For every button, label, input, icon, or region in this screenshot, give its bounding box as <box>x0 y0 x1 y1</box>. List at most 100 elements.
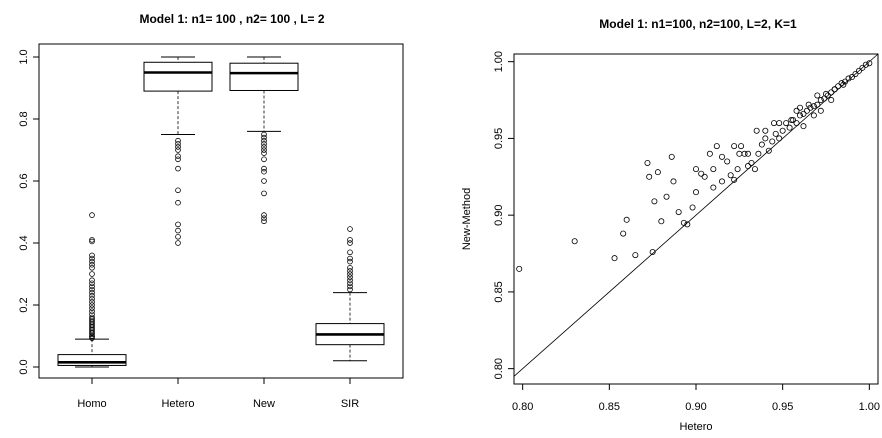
scatter-point <box>855 67 862 74</box>
outlier-point <box>89 302 95 308</box>
scatter-point <box>724 158 731 165</box>
x-tick-label: Hetero <box>161 398 194 410</box>
scatter-point <box>840 81 847 88</box>
outlier-point <box>89 280 95 287</box>
outlier-point <box>89 286 95 293</box>
scatter-point <box>738 143 745 150</box>
scatter-x-axis: 0.80 0.85 0.90 0.95 1.00 <box>512 384 880 413</box>
scatter-point <box>762 135 769 142</box>
y-tick-label: 0.85 <box>493 281 505 302</box>
x-tick-label: New <box>253 398 275 410</box>
scatter-point <box>571 238 578 245</box>
scatter-point <box>663 193 670 200</box>
scatter-point <box>797 112 804 119</box>
scatter-point <box>771 120 778 127</box>
scatter-panel: Model 1: n1=100, n2=100, L=2, K=1 0.800.… <box>461 17 880 433</box>
scatter-point <box>765 147 772 154</box>
scatter-point <box>693 166 700 173</box>
outlier-point <box>175 153 181 160</box>
scatter-y-axis-label: New-Method <box>461 188 473 250</box>
scatter-point <box>817 97 824 104</box>
outlier-point <box>347 277 353 284</box>
y-tick-label: 1.00 <box>493 51 505 72</box>
outlier-point <box>89 258 95 265</box>
scatter-point <box>810 103 817 110</box>
scatter-point <box>805 101 812 108</box>
y-tick-label: 0.2 <box>18 297 30 312</box>
outlier-point <box>89 317 95 324</box>
outlier-point <box>175 137 181 144</box>
x-tick-label: 0.80 <box>512 401 533 413</box>
scatter-point <box>790 117 797 124</box>
scatter-point <box>693 189 700 196</box>
scatter-point <box>755 150 762 157</box>
scatter-point <box>793 107 800 114</box>
outlier-point <box>175 227 181 234</box>
scatter-point <box>845 75 852 82</box>
scatter-point <box>516 265 523 272</box>
outlier-point <box>89 289 95 296</box>
y-tick-label: 0.90 <box>493 204 505 225</box>
outlier-point <box>261 144 267 150</box>
outlier-point <box>175 234 181 240</box>
boxplot-title: Model 1: n1= 100 , n2= 100 , L= 2 <box>139 12 324 26</box>
outlier-point <box>89 283 95 290</box>
scatter-point <box>800 123 807 130</box>
scatter-points <box>516 60 873 272</box>
scatter-point <box>745 150 752 157</box>
outlier-point <box>89 271 95 277</box>
outlier-point <box>89 261 95 268</box>
outlier-point <box>89 255 95 262</box>
scatter-y-axis: 0.80 0.85 0.90 0.95 1.00 <box>493 51 514 379</box>
scatter-point <box>668 153 675 160</box>
x-tick-label: SIR <box>341 398 359 410</box>
scatter-point <box>658 218 665 225</box>
scatter-title: Model 1: n1=100, n2=100, L=2, K=1 <box>599 17 797 31</box>
outlier-point <box>347 286 353 293</box>
scatter-point <box>675 209 682 216</box>
scatter-point <box>680 219 687 226</box>
outlier-point <box>261 134 267 141</box>
scatter-point <box>817 107 824 114</box>
x-tick-label: 1.00 <box>859 401 880 413</box>
scatter-point <box>800 110 807 117</box>
scatter-point <box>758 141 765 148</box>
outlier-point <box>261 165 267 172</box>
y-tick-label: 0.4 <box>18 235 30 250</box>
boxplot-plot-frame <box>38 43 404 379</box>
outlier-point <box>89 295 95 302</box>
outlier-point <box>261 190 267 197</box>
outlier-point <box>347 249 353 256</box>
scatter-point <box>769 138 776 145</box>
scatter-point <box>706 150 713 157</box>
outlier-point <box>175 144 181 150</box>
scatter-point <box>651 198 658 205</box>
outlier-point <box>347 274 353 280</box>
scatter-point <box>803 107 810 114</box>
y-tick-label: 0.8 <box>18 111 30 126</box>
box-hetero <box>143 56 213 246</box>
scatter-point <box>859 64 866 71</box>
outlier-point <box>347 268 353 274</box>
outlier-point <box>347 255 353 262</box>
outlier-point <box>261 150 267 156</box>
scatter-point <box>831 86 838 93</box>
outlier-point <box>89 237 95 243</box>
y-tick-label: 0.0 <box>18 359 30 374</box>
box-homo <box>57 212 127 368</box>
outlier-point <box>261 131 267 138</box>
outlier-point <box>261 156 267 163</box>
scatter-point <box>751 166 758 173</box>
scatter-plot-frame <box>513 53 879 385</box>
outlier-point <box>89 252 95 259</box>
scatter-point <box>776 135 783 142</box>
scatter-point <box>745 163 752 170</box>
outlier-point <box>175 156 181 163</box>
scatter-point <box>649 248 656 255</box>
outlier-point <box>89 308 95 315</box>
scatter-point <box>772 130 779 137</box>
x-tick-label: Homo <box>77 398 106 410</box>
outlier-point <box>347 226 353 232</box>
